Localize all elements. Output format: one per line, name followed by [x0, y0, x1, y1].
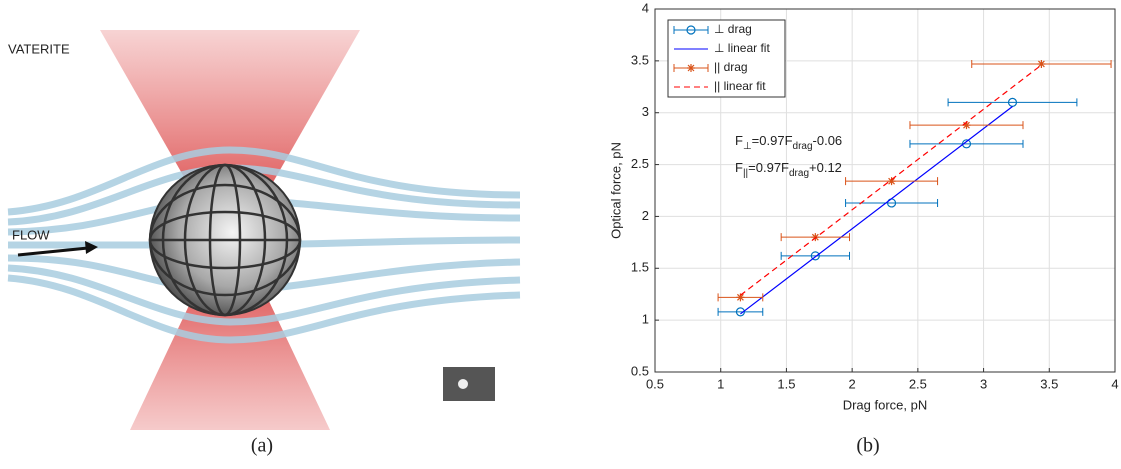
sphere [148, 163, 302, 317]
annotation-part: drag [789, 168, 809, 179]
x-tick-label: 3.5 [1040, 376, 1058, 391]
legend: ⊥ drag ⊥ linear fit || drag || linear fit [667, 19, 786, 98]
y-tick-label: 1 [642, 312, 649, 327]
annotation: F⊥=0.97Fdrag-0.06 [735, 133, 842, 151]
annotation-part: || [743, 168, 748, 179]
annotation: F||=0.97Fdrag+0.12 [735, 160, 842, 178]
label: FLOW [12, 227, 50, 242]
annotation-part: drag [793, 141, 813, 152]
label: VATERITE [8, 41, 70, 56]
plot-frame [654, 8, 1116, 373]
marker [887, 177, 896, 186]
fit-line [740, 64, 1042, 296]
fit-line [740, 106, 1013, 315]
x-axis-label: Drag force, pN [843, 397, 928, 412]
legend-errorbar [673, 26, 709, 34]
y-tick-label: 1.5 [631, 260, 649, 275]
y-tick-label: 3 [642, 104, 649, 119]
legend-label: || linear fit [714, 79, 766, 93]
marker [736, 293, 745, 302]
marker [1007, 97, 1018, 107]
legend-label: ⊥ drag [714, 22, 752, 36]
x-tick-label: 1.5 [777, 376, 795, 391]
marker [811, 233, 820, 242]
annotation-part: F [735, 133, 743, 148]
x-tick-label: 0.5 [646, 376, 664, 391]
x-tick-label: 2 [849, 376, 856, 391]
y-tick-label: 2.5 [631, 156, 649, 171]
illustration: VATERITE FLOW [7, 30, 521, 430]
annotation-part: =0.97F [748, 160, 789, 175]
marker [810, 251, 820, 261]
laser-beam [130, 240, 330, 430]
inset-image [443, 367, 495, 401]
marker [962, 121, 971, 130]
y-tick-label: 3.5 [631, 52, 649, 67]
legend-label: || drag [714, 60, 748, 74]
marker [961, 139, 972, 149]
x-tick-label: 2.5 [909, 376, 927, 391]
annotation-part: F [735, 160, 743, 175]
inset-particle [458, 379, 468, 389]
y-tick-label: 4 [642, 0, 649, 15]
x-tick-label: 3 [980, 376, 987, 391]
error-bar [717, 307, 764, 316]
flow-arrow [17, 246, 89, 257]
legend-label: ⊥ linear fit [714, 41, 770, 55]
marker [687, 64, 695, 72]
error-bar [947, 98, 1078, 107]
marker [1037, 59, 1046, 68]
marker [735, 307, 746, 317]
annotation-part: =0.97F [752, 133, 793, 148]
caption: (b) [856, 435, 879, 457]
y-tick-label: 2 [642, 208, 649, 223]
caption: (a) [251, 435, 273, 457]
flow-arrow-head [85, 241, 98, 254]
annotation-part: ⊥ [743, 141, 752, 152]
error-bar [909, 139, 1024, 148]
laser-beam [100, 30, 360, 240]
x-tick-label: 1 [717, 376, 724, 391]
marker [686, 25, 696, 35]
y-tick-label: 0.5 [631, 363, 649, 378]
x-tick-label: 4 [1111, 376, 1118, 391]
y-axis-label: Optical force, pN [608, 142, 623, 239]
annotation-part: +0.12 [809, 160, 842, 175]
annotation-part: -0.06 [813, 133, 843, 148]
